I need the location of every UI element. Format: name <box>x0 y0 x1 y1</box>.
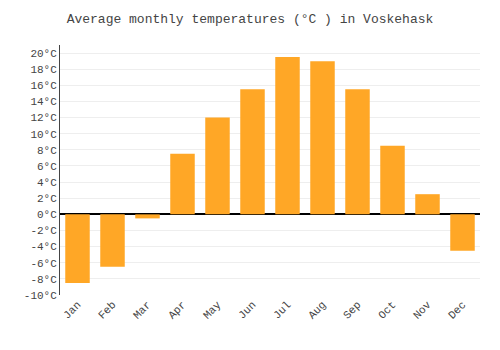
svg-text:-8°C: -8°C <box>30 274 57 286</box>
svg-text:Sep: Sep <box>341 299 363 321</box>
svg-text:20°C: 20°C <box>30 48 57 60</box>
svg-text:-2°C: -2°C <box>30 225 57 237</box>
svg-text:-4°C: -4°C <box>30 241 57 253</box>
svg-text:Jun: Jun <box>236 299 258 321</box>
svg-text:2°C: 2°C <box>37 193 57 205</box>
svg-text:Oct: Oct <box>376 299 398 321</box>
svg-text:Aug: Aug <box>306 299 328 321</box>
svg-text:16°C: 16°C <box>30 80 57 92</box>
svg-text:18°C: 18°C <box>30 64 57 76</box>
svg-text:10°C: 10°C <box>30 129 57 141</box>
svg-text:Average monthly temperatures (: Average monthly temperatures (°C ) in Vo… <box>67 12 434 27</box>
svg-text:Dec: Dec <box>446 299 468 321</box>
svg-text:14°C: 14°C <box>30 96 57 108</box>
svg-text:6°C: 6°C <box>37 161 57 173</box>
svg-text:Apr: Apr <box>166 299 188 321</box>
svg-text:Jul: Jul <box>271 299 293 321</box>
svg-text:Nov: Nov <box>411 299 434 322</box>
svg-text:Jan: Jan <box>61 299 83 321</box>
svg-text:Mar: Mar <box>131 299 153 321</box>
svg-text:May: May <box>201 299 224 322</box>
svg-text:12°C: 12°C <box>30 112 57 124</box>
svg-text:-10°C: -10°C <box>24 290 57 302</box>
svg-text:0°C: 0°C <box>37 209 57 221</box>
svg-text:-6°C: -6°C <box>30 258 57 270</box>
svg-text:8°C: 8°C <box>37 145 57 157</box>
svg-text:Feb: Feb <box>96 299 118 321</box>
svg-text:4°C: 4°C <box>37 177 57 189</box>
